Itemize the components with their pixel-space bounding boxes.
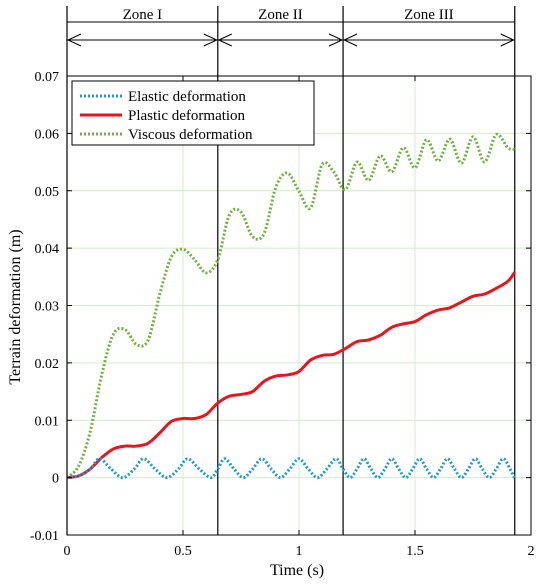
zone-1: Zone I (66, 7, 218, 47)
y-tick-label: 0.06 (35, 127, 60, 142)
legend-label-viscous: Viscous deformation (128, 127, 253, 143)
series-line-viscous (65, 132, 516, 479)
x-tick-label: 0 (64, 544, 71, 559)
legend-label-plastic: Plastic deformation (128, 108, 246, 124)
x-tick-label: 0.5 (174, 544, 192, 559)
series-line-elastic (66, 457, 517, 480)
zone-label: Zone III (404, 7, 454, 23)
x-tick-label: 1 (296, 544, 303, 559)
x-axis-label: Time (s) (270, 562, 324, 579)
zone-header: Zone I Zone II Zone III (66, 7, 515, 47)
legend: Elastic deformation Plastic deformation … (71, 80, 315, 146)
zone-label: Zone II (258, 7, 303, 23)
y-tick-label: 0.07 (35, 70, 60, 85)
legend-label-elastic: Elastic deformation (128, 89, 246, 105)
y-tick-label: 0.04 (35, 242, 60, 257)
y-tick-label: 0.01 (35, 414, 60, 429)
series-layer (65, 132, 517, 480)
y-tick-label: 0.03 (35, 300, 60, 315)
zone-arrow-head-left (66, 33, 82, 47)
zone-2: Zone II (217, 7, 344, 47)
zone-arrow-head-right (500, 33, 515, 47)
y-tick-label: 0 (52, 472, 59, 487)
zone-arrow-head-right (328, 33, 344, 47)
y-tick-label: 0.02 (35, 357, 60, 372)
zone-3: Zone III (342, 7, 515, 47)
ticks-layer: 0 0.5 1 1.5 2 -0.01 0 0.01 0.02 0.03 0.04 0.05 0.06 0… (30, 70, 535, 559)
zone-arrow-head-left (342, 33, 358, 47)
x-tick-label: 1.5 (406, 544, 424, 559)
x-tick-label: 2 (528, 544, 535, 559)
zone-arrow-head-right (203, 33, 218, 47)
zone-arrow-head-left (217, 33, 233, 47)
y-tick-label: 0.05 (35, 185, 60, 200)
y-tick-label: -0.01 (30, 529, 59, 544)
y-axis-label: Terrain deformation (m) (7, 229, 24, 384)
series-line-plastic (66, 271, 516, 480)
zone-label: Zone I (123, 7, 163, 23)
